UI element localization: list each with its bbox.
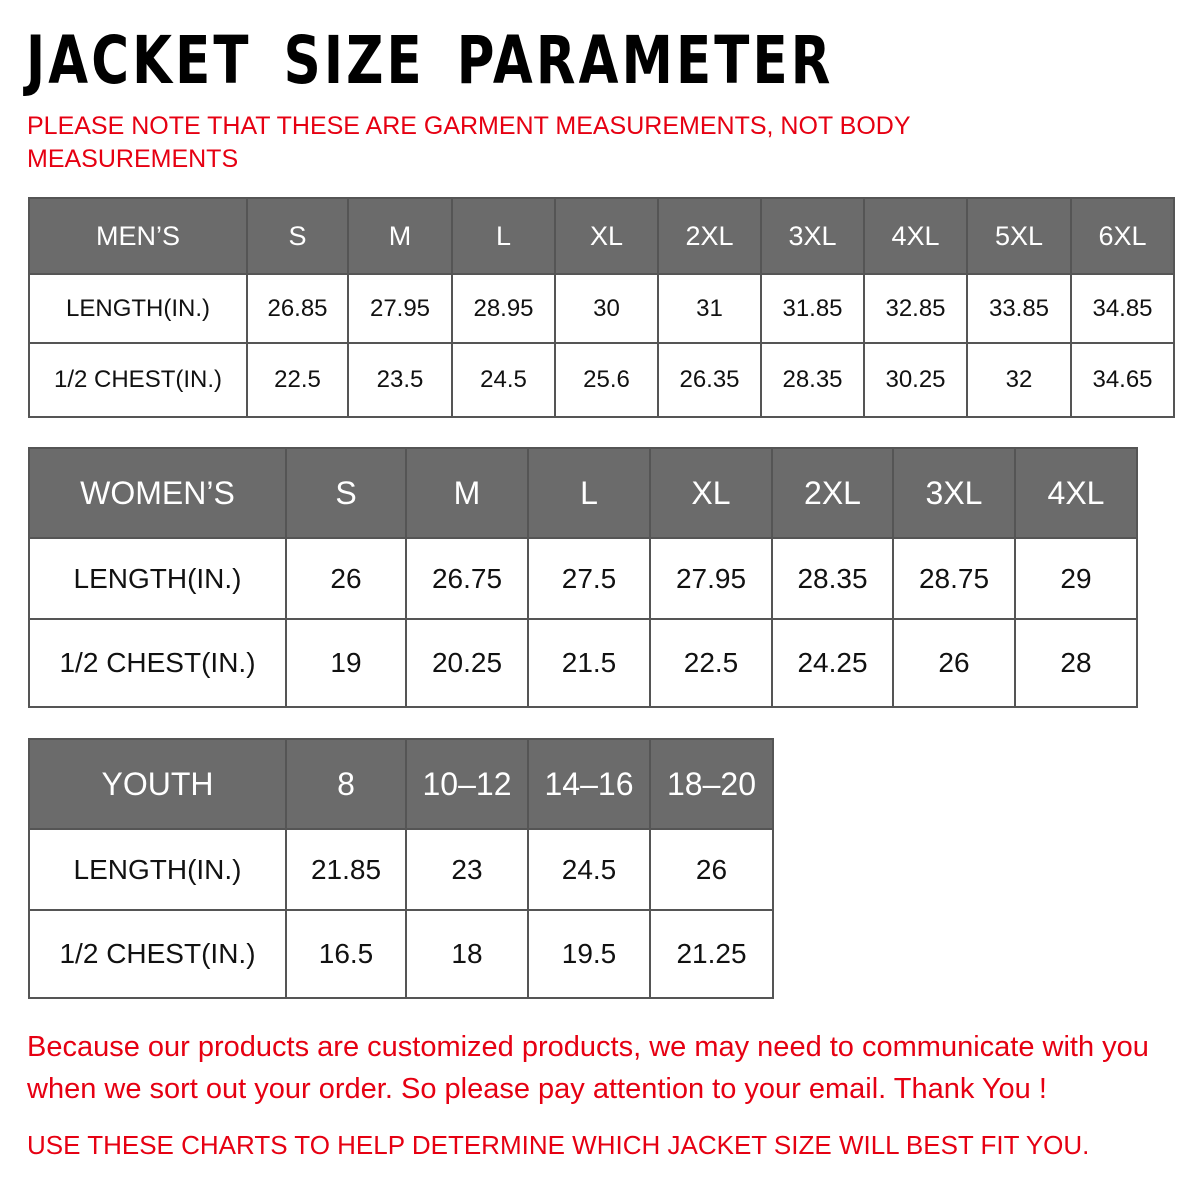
measurement-cell: 32.85	[863, 273, 968, 344]
measurement-cell: 30.25	[863, 342, 968, 418]
category-header: WOMEN’S	[28, 447, 287, 539]
measurement-cell: 28.75	[892, 537, 1016, 620]
youth-size-table: YOUTH 8 10–12 14–16 18–20 LENGTH(IN.) 21.85 23 2…	[28, 738, 774, 999]
mens-size-table: MEN’S S M L XL 2XL 3XL 4XL 5XL 6XL LENGTH(IN.) 26.8…	[28, 197, 1175, 418]
size-header: 5XL	[966, 197, 1072, 275]
measurement-cell: 21.85	[285, 828, 407, 911]
header-row: YOUTH 8 10–12 14–16 18–20	[28, 738, 774, 830]
measurement-cell: 28.35	[760, 342, 865, 418]
measurement-cell: 26	[892, 618, 1016, 708]
row-label: 1/2 CHEST(IN.)	[28, 618, 287, 708]
measurement-cell: 28.35	[771, 537, 894, 620]
measurement-cell: 20.25	[405, 618, 529, 708]
row-label: LENGTH(IN.)	[28, 273, 248, 344]
measurement-cell: 24.25	[771, 618, 894, 708]
measurement-cell: 22.5	[649, 618, 773, 708]
measurement-cell: 22.5	[246, 342, 349, 418]
measurement-cell: 31.85	[760, 273, 865, 344]
measurement-cell: 21.25	[649, 909, 774, 999]
measurement-cell: 26	[285, 537, 407, 620]
size-header: 3XL	[760, 197, 865, 275]
size-header: L	[451, 197, 556, 275]
measurement-cell: 30	[554, 273, 659, 344]
measurement-cell: 23.5	[347, 342, 453, 418]
page-title: JACKET SIZE PARAMETER	[26, 22, 834, 99]
table-row: LENGTH(IN.) 26 26.75 27.5 27.95 28.35 28.75 29	[28, 537, 1138, 620]
size-header: 10–12	[405, 738, 529, 830]
table-row: LENGTH(IN.) 21.85 23 24.5 26	[28, 828, 774, 911]
size-header: 8	[285, 738, 407, 830]
size-header: 2XL	[657, 197, 762, 275]
womens-size-table: WOMEN’S S M L XL 2XL 3XL 4XL LENGTH(IN.) 26 26.75 2…	[28, 447, 1138, 708]
size-header: M	[347, 197, 453, 275]
measurement-cell: 27.95	[347, 273, 453, 344]
size-header: L	[527, 447, 651, 539]
measurement-cell: 18	[405, 909, 529, 999]
row-label: LENGTH(IN.)	[28, 537, 287, 620]
measurement-cell: 28.95	[451, 273, 556, 344]
measurement-cell: 26	[649, 828, 774, 911]
measurement-cell: 21.5	[527, 618, 651, 708]
size-header: M	[405, 447, 529, 539]
measurement-note: PLEASE NOTE THAT THESE ARE GARMENT MEASU…	[27, 112, 911, 173]
category-header: MEN’S	[28, 197, 248, 275]
row-label: 1/2 CHEST(IN.)	[28, 342, 248, 418]
category-header: YOUTH	[28, 738, 287, 830]
measurement-cell: 29	[1014, 537, 1138, 620]
row-label: 1/2 CHEST(IN.)	[28, 909, 287, 999]
header-row: WOMEN’S S M L XL 2XL 3XL 4XL	[28, 447, 1138, 539]
size-header: 6XL	[1070, 197, 1175, 275]
size-header: 14–16	[527, 738, 651, 830]
measurement-cell: 34.85	[1070, 273, 1175, 344]
measurement-cell: 26.75	[405, 537, 529, 620]
measurement-cell: 27.5	[527, 537, 651, 620]
size-header: 2XL	[771, 447, 894, 539]
measurement-cell: 34.65	[1070, 342, 1175, 418]
size-header: XL	[554, 197, 659, 275]
size-header: 18–20	[649, 738, 774, 830]
measurement-cell: 28	[1014, 618, 1138, 708]
measurement-cell: 33.85	[966, 273, 1072, 344]
measurement-cell: 25.6	[554, 342, 659, 418]
customization-notice: Because our products are customized prod…	[27, 1031, 1149, 1105]
size-header: 4XL	[1014, 447, 1138, 539]
measurement-cell: 24.5	[451, 342, 556, 418]
measurement-cell: 16.5	[285, 909, 407, 999]
size-advice: USE THESE CHARTS TO HELP DETERMINE WHICH…	[27, 1130, 1090, 1160]
size-header: S	[285, 447, 407, 539]
size-header: XL	[649, 447, 773, 539]
table-row: 1/2 CHEST(IN.) 16.5 18 19.5 21.25	[28, 909, 774, 999]
measurement-cell: 27.95	[649, 537, 773, 620]
table-row: 1/2 CHEST(IN.) 19 20.25 21.5 22.5 24.25 26 28	[28, 618, 1138, 708]
size-header: 3XL	[892, 447, 1016, 539]
measurement-cell: 19	[285, 618, 407, 708]
row-label: LENGTH(IN.)	[28, 828, 287, 911]
size-header: S	[246, 197, 349, 275]
measurement-cell: 32	[966, 342, 1072, 418]
measurement-cell: 24.5	[527, 828, 651, 911]
table-row: LENGTH(IN.) 26.85 27.95 28.95 30 31 31.85 32.85…	[28, 273, 1175, 344]
measurement-cell: 23	[405, 828, 529, 911]
table-row: 1/2 CHEST(IN.) 22.5 23.5 24.5 25.6 26.35 28.35…	[28, 342, 1175, 418]
size-header: 4XL	[863, 197, 968, 275]
measurement-cell: 26.35	[657, 342, 762, 418]
header-row: MEN’S S M L XL 2XL 3XL 4XL 5XL 6XL	[28, 197, 1175, 275]
measurement-cell: 31	[657, 273, 762, 344]
measurement-cell: 26.85	[246, 273, 349, 344]
measurement-cell: 19.5	[527, 909, 651, 999]
